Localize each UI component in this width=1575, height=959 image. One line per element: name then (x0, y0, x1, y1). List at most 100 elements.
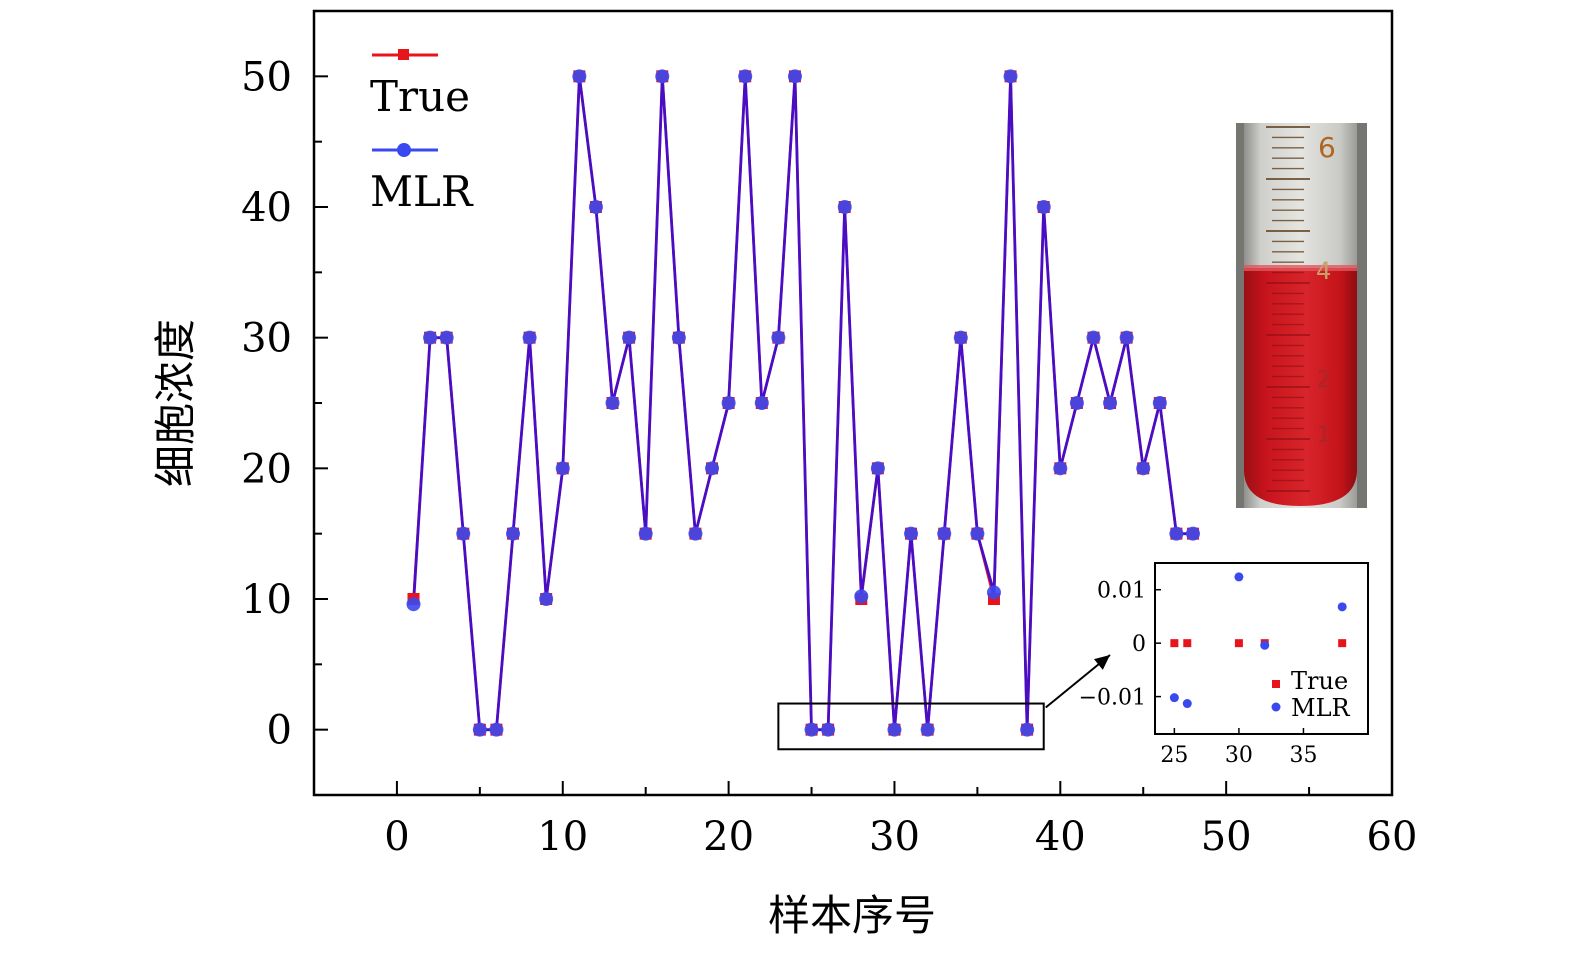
legend-true-label: True (370, 72, 470, 121)
tube-scale-label-1: 1 (1317, 423, 1331, 448)
y-tick-label: 30 (241, 316, 292, 362)
tube-scale-label-2: 2 (1317, 368, 1331, 393)
mlr-point (489, 722, 504, 737)
liquid-meniscus (1244, 265, 1357, 271)
tube-scale (1266, 126, 1310, 492)
mlr-point (804, 722, 819, 737)
y-tick-label: 50 (241, 54, 292, 100)
mlr-point (1069, 396, 1084, 410)
inset-true-point (1183, 639, 1192, 648)
mlr-point (1152, 396, 1167, 410)
inset-x-tick-label: 25 (1160, 743, 1188, 768)
mlr-point (821, 722, 836, 737)
legend-true-marker (398, 49, 409, 60)
mlr-point (1053, 461, 1068, 476)
mlr-point (721, 396, 736, 410)
mlr-point (771, 330, 786, 345)
mlr-point (522, 330, 537, 345)
inset-x-tick-label: 30 (1225, 743, 1253, 768)
mlr-point (605, 396, 620, 410)
inset-y-tick-label: −0.01 (1079, 686, 1146, 711)
inset-mlr-point (1260, 640, 1270, 650)
mlr-point (970, 526, 985, 541)
mlr-point (572, 69, 587, 84)
mlr-point (854, 589, 869, 604)
mlr-point (937, 526, 952, 541)
mlr-point (1003, 69, 1018, 84)
mlr-point (439, 330, 454, 345)
x-axis-label: 样本序号 (768, 891, 936, 940)
mlr-point (688, 526, 703, 541)
inset-legend-mlr-label: MLR (1291, 694, 1351, 722)
mlr-point (539, 592, 554, 606)
zoom-box (777, 702, 1045, 751)
mlr-point (671, 330, 686, 345)
inset-x-tick-label: 35 (1289, 743, 1317, 768)
mlr-point (870, 461, 885, 476)
test-tube-photo: 6 4 2 1 (1236, 123, 1367, 508)
y-axis-label: 细胞浓度 (151, 319, 200, 487)
x-tick-label: 60 (1367, 814, 1418, 860)
y-tick-label: 20 (241, 446, 292, 492)
mlr-point (456, 526, 471, 541)
tube-scale-label-4: 4 (1316, 257, 1331, 285)
x-tick-label: 20 (703, 814, 754, 860)
inset-mlr-point (1337, 602, 1347, 612)
mlr-point (406, 597, 421, 612)
mlr-point (655, 69, 670, 84)
mlr-point (622, 330, 637, 345)
y-tick-label: 0 (267, 708, 292, 754)
mlr-point (638, 526, 653, 541)
x-tick-label: 0 (384, 814, 409, 860)
mlr-point (1086, 330, 1101, 345)
inset-legend-true-label: True (1291, 667, 1348, 695)
mlr-point (1103, 396, 1118, 410)
inset-mlr-point (1234, 572, 1244, 582)
y-tick-label: 10 (241, 577, 292, 623)
mlr-point (1036, 200, 1051, 214)
x-tick-label: 40 (1035, 814, 1086, 860)
x-tick-label: 50 (1201, 814, 1252, 860)
zoom-indicator (777, 654, 1111, 751)
inset-true-point (1170, 639, 1179, 648)
mlr-point (953, 330, 968, 345)
inset-legend-true-marker (1272, 680, 1280, 688)
tube-scale-label-6: 6 (1318, 131, 1336, 164)
zoom-arrow-head (1094, 655, 1110, 670)
mlr-point (1169, 526, 1184, 541)
mlr-point (1136, 461, 1151, 476)
x-tick-label: 10 (537, 814, 588, 860)
mlr-point (1020, 722, 1035, 737)
mlr-point (555, 461, 570, 476)
y-tick-label: 40 (241, 185, 292, 231)
mlr-point (787, 69, 802, 84)
mlr-point (588, 200, 603, 214)
legend-mlr-marker (397, 143, 411, 157)
main-series (406, 69, 1200, 737)
mlr-point (904, 526, 919, 541)
inset-mlr-point (1169, 693, 1179, 703)
mlr-point (705, 461, 720, 476)
x-tick-label: 30 (869, 814, 920, 860)
mlr-point (887, 722, 902, 737)
inset-true-point (1234, 639, 1243, 648)
mlr-point (920, 722, 935, 737)
mlr-point (472, 722, 487, 737)
legend-mlr-label: MLR (370, 167, 474, 216)
mlr-series-line (412, 76, 1193, 732)
mlr-point (1119, 330, 1134, 345)
inset-legend-mlr-marker (1271, 702, 1281, 712)
mlr-point (1185, 526, 1200, 541)
mlr-point (986, 585, 1001, 600)
mlr-point (754, 396, 769, 410)
mlr-point (837, 200, 852, 214)
legend: True MLR (370, 49, 474, 216)
inset-y-tick-label: 0.01 (1097, 579, 1146, 604)
mlr-point (423, 330, 438, 345)
mlr-point (506, 526, 521, 541)
inset-true-point (1338, 639, 1347, 648)
inset-y-tick-label: 0 (1132, 632, 1146, 657)
